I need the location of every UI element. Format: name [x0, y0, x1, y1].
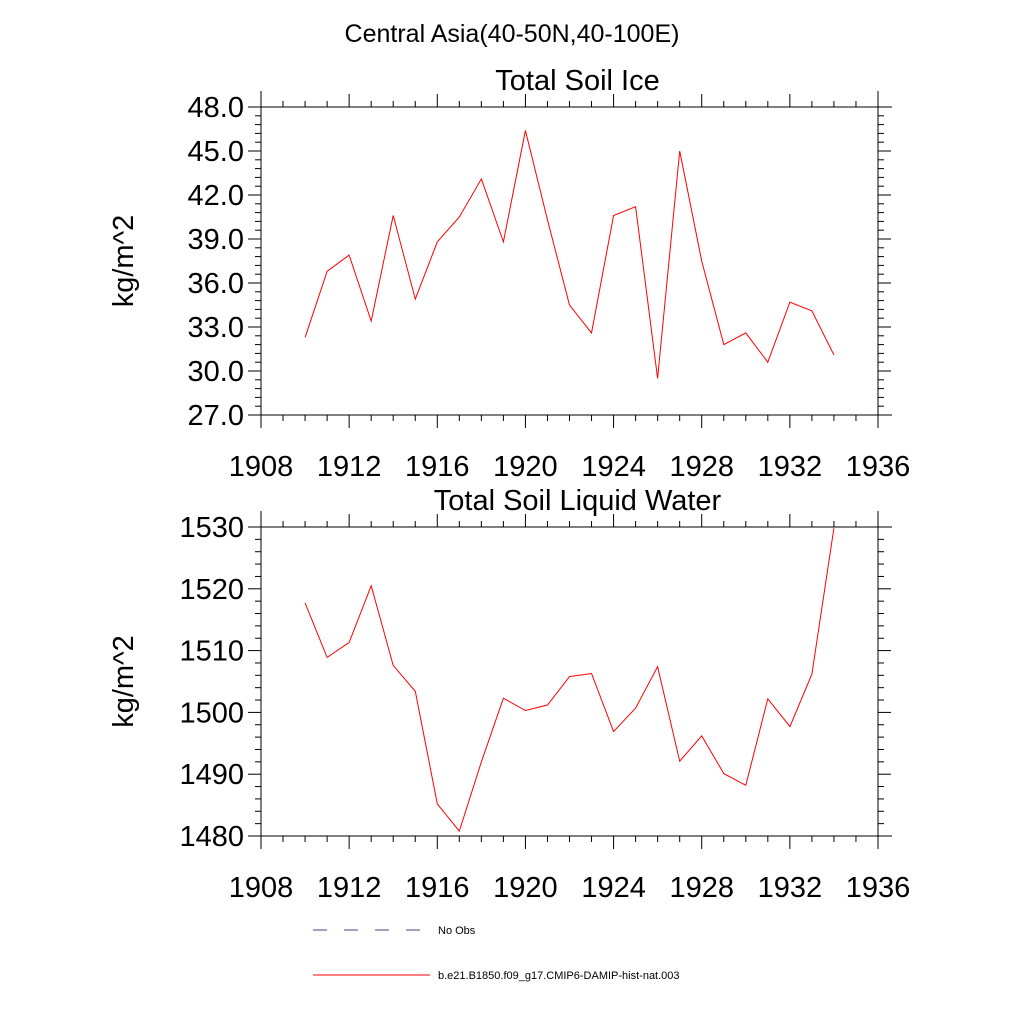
- x-tick-label: 1920: [493, 872, 558, 904]
- legend-item-no-obs: No Obs: [313, 925, 476, 937]
- y-tick-label: 1500: [179, 697, 244, 729]
- x-tick-label: 1924: [581, 872, 646, 904]
- legend-item-model-run: b.e21.B1850.f09_g17.CMIP6-DAMIP-hist-nat…: [313, 970, 680, 982]
- y-axis-label: kg/m^2: [108, 635, 140, 728]
- y-axis-label: kg/m^2: [108, 215, 140, 308]
- y-tick-label: 36.0: [188, 268, 244, 300]
- y-tick-label: 33.0: [188, 312, 244, 344]
- y-tick-label: 1480: [179, 821, 244, 853]
- series-line: [304, 528, 835, 833]
- y-tick-label: 45.0: [188, 136, 244, 168]
- x-tick-label: 1928: [669, 872, 734, 904]
- x-tick-label: 1912: [317, 872, 382, 904]
- x-tick-label: 1908: [229, 451, 294, 483]
- y-tick-label: 48.0: [188, 92, 244, 124]
- figure-title: Central Asia(40-50N,40-100E): [345, 20, 680, 48]
- y-tick-label: 30.0: [188, 356, 244, 388]
- y-tick-label: 42.0: [188, 180, 244, 212]
- y-tick-label: 1510: [179, 636, 244, 668]
- x-tick-label: 1920: [493, 451, 558, 483]
- x-tick-label: 1936: [846, 872, 911, 904]
- y-tick-label: 39.0: [188, 224, 244, 256]
- series-line: [304, 130, 835, 379]
- x-tick-label: 1936: [846, 451, 911, 483]
- y-tick-label: 1520: [179, 574, 244, 606]
- legend: No Obs b.e21.B1850.f09_g17.CMIP6-DAMIP-h…: [313, 925, 680, 982]
- x-tick-label: 1932: [758, 872, 823, 904]
- y-tick-label: 1530: [179, 512, 244, 544]
- x-tick-label: 1916: [405, 872, 470, 904]
- x-tick-label: 1924: [581, 451, 646, 483]
- chart-total-soil-liquid-water: Total Soil Liquid Water kg/m^2 1908 1912 191…: [108, 485, 910, 904]
- legend-label-model-run: b.e21.B1850.f09_g17.CMIP6-DAMIP-hist-nat…: [438, 970, 680, 982]
- x-tick-label: 1928: [669, 451, 734, 483]
- chart-title: Total Soil Liquid Water: [434, 485, 722, 517]
- chart-title: Total Soil Ice: [495, 65, 659, 97]
- x-tick-label: 1916: [405, 451, 470, 483]
- x-tick-label: 1908: [229, 872, 294, 904]
- y-tick-label: 1490: [179, 759, 244, 791]
- chart-total-soil-ice: Total Soil Ice kg/m^2 1908 1912 1916 1920 1924…: [108, 65, 910, 483]
- y-tick-label: 27.0: [188, 400, 244, 432]
- x-tick-label: 1912: [317, 451, 382, 483]
- x-tick-label: 1932: [758, 451, 823, 483]
- legend-label-no-obs: No Obs: [438, 925, 476, 937]
